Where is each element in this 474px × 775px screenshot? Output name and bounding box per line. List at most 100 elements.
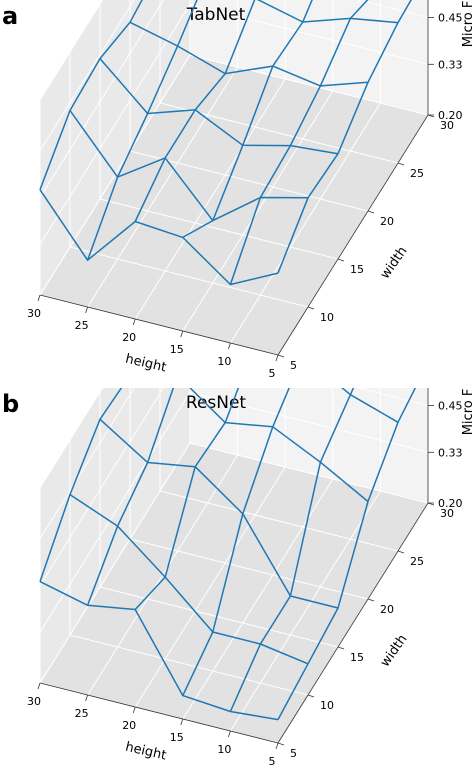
chart-title: TabNet (186, 5, 246, 25)
left-grid-line (39, 0, 104, 101)
height-tick (228, 342, 231, 350)
back-grid-line (356, 0, 429, 18)
width-tick (337, 646, 345, 650)
panel-letter: a (2, 2, 18, 30)
left-grid-line (39, 388, 104, 489)
z-tick-label: 0.20 (438, 497, 463, 510)
surface-line-width-10 (69, 110, 309, 222)
height-axis-line (39, 682, 279, 744)
surface-line-height-25 (86, 0, 198, 261)
floor-grid-line (87, 66, 239, 308)
width-axis-label: width (378, 632, 411, 670)
width-tick-label: 25 (410, 167, 424, 180)
resnet-panel: 30252015105510152025300.200.330.450.570.… (0, 388, 474, 775)
width-tick-label: 30 (440, 119, 454, 132)
height-tick-label: 20 (122, 719, 136, 732)
width-tick-label: 15 (350, 263, 364, 276)
height-tick-label: 30 (27, 695, 41, 708)
width-tick (397, 550, 405, 554)
floor-grid-line (69, 246, 309, 308)
left-grid-line (39, 0, 135, 151)
height-tick-label: 25 (75, 707, 89, 720)
floor-grid-line (229, 490, 381, 732)
back-grid-line (189, 54, 429, 116)
surface-line-width-20 (129, 21, 369, 87)
surface-line-height-15 (182, 0, 313, 239)
floor-grid-line (99, 198, 339, 260)
surface-line-height-5 (277, 0, 412, 274)
floor-grid-line (134, 466, 286, 708)
back-grid-line (189, 391, 429, 453)
surface-line-width-15 (99, 418, 339, 609)
width-tick (277, 354, 285, 358)
height-tick (85, 694, 88, 702)
height-axis-label: height (124, 740, 168, 764)
floor-grid-line (229, 102, 381, 344)
width-tick (277, 742, 285, 746)
height-tick-label: 5 (269, 755, 276, 768)
left-grid-line (39, 54, 191, 296)
floor-grid-line (129, 150, 369, 212)
surface-line-height-5 (277, 388, 417, 720)
tabnet-panel: 30252015105510152025300.200.330.450.570.… (0, 0, 474, 387)
height-tick-label: 10 (217, 355, 231, 368)
height-tick (85, 306, 88, 314)
z-tick-label: 0.45 (438, 400, 463, 413)
floor-grid-line (182, 90, 334, 332)
width-axis-label: width (378, 244, 411, 282)
height-tick (37, 682, 41, 690)
height-tick-label: 30 (27, 307, 41, 320)
height-tick (275, 742, 279, 750)
width-tick-label: 20 (380, 215, 394, 228)
z-axis-label: Micro F-1 (461, 0, 474, 47)
resnet-surface-chart: 30252015105510152025300.200.330.450.570.… (2, 388, 474, 768)
z-tick-label: 0.33 (438, 446, 463, 459)
panel-letter: b (2, 390, 19, 418)
surface-line-height-25 (86, 388, 175, 606)
surface-line-width-25 (256, 0, 399, 24)
surface-line-width-20 (189, 388, 369, 503)
floor-grid-line (69, 634, 309, 696)
width-tick-label: 10 (320, 699, 334, 712)
surface-line-height-30 (39, 388, 123, 582)
left-grid-line (39, 4, 191, 245)
surface-line-width-10 (69, 493, 309, 665)
back-grid-line (189, 442, 429, 504)
chart-title: ResNet (186, 393, 247, 413)
height-axis-label: height (124, 352, 168, 376)
width-tick-label: 25 (410, 555, 424, 568)
back-grid-line (356, 388, 429, 406)
tabnet-surface-chart: 30252015105510152025300.200.330.450.570.… (2, 0, 474, 380)
floor-grid-line (159, 490, 399, 552)
height-tick-label: 20 (122, 331, 136, 344)
back-grid-line (189, 3, 429, 65)
surface-line-width-5 (39, 580, 279, 721)
height-tick-label: 15 (170, 343, 184, 356)
height-tick-label: 10 (217, 743, 231, 756)
width-axis-line (277, 502, 429, 744)
z-tick-label: 0.45 (438, 12, 463, 25)
z-axis-label: Micro F-1 (461, 388, 474, 435)
width-tick (367, 210, 375, 214)
width-tick (307, 694, 315, 698)
floor-grid-line (129, 538, 369, 600)
z-tick-label: 0.20 (438, 109, 463, 122)
height-tick (275, 354, 279, 362)
surface-line-width-15 (99, 58, 339, 155)
height-tick (180, 718, 184, 726)
width-tick (367, 598, 375, 602)
height-tick-label: 15 (170, 731, 184, 744)
left-grid-line (39, 388, 135, 539)
width-tick-label: 5 (290, 747, 297, 760)
surface-line-height-10 (229, 388, 355, 712)
left-grid-line (39, 392, 191, 633)
z-tick-label: 0.33 (438, 58, 463, 71)
floor-grid-line (99, 586, 339, 648)
width-tick-label: 5 (290, 359, 297, 372)
height-axis-line (39, 294, 279, 356)
height-tick (180, 330, 184, 338)
surface-line-width-25 (341, 388, 399, 423)
height-tick (228, 730, 231, 738)
height-tick-label: 5 (269, 367, 276, 380)
height-tick-label: 25 (75, 319, 89, 332)
